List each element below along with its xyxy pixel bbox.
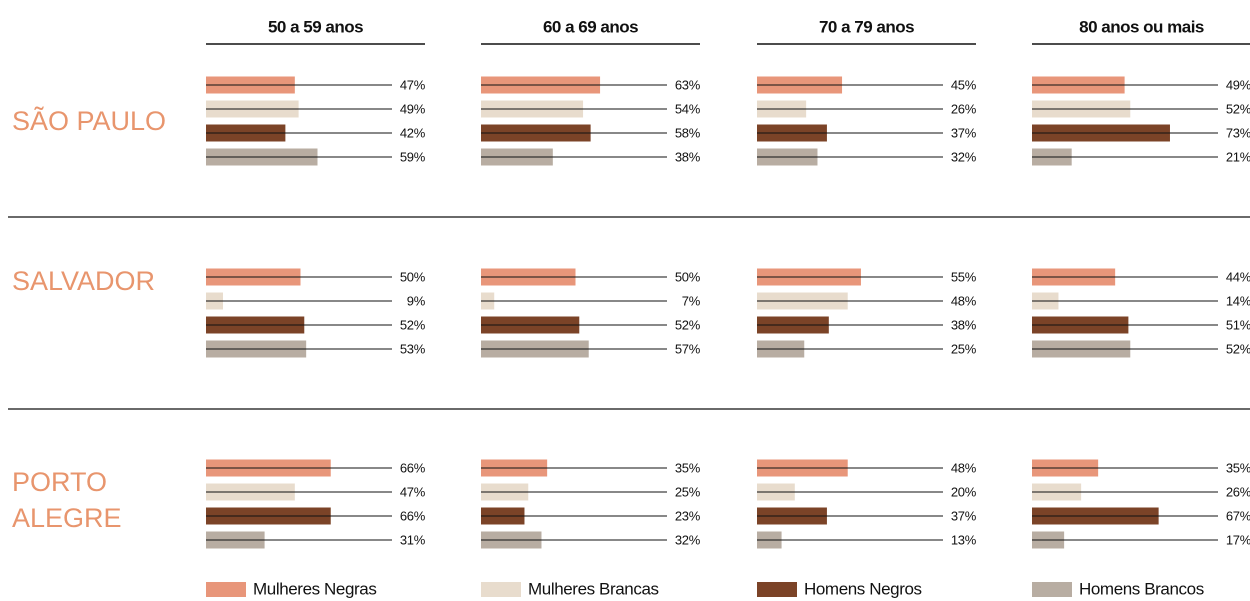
value-label: 66% — [400, 460, 426, 475]
legend-swatch — [481, 582, 521, 597]
value-label: 17% — [1226, 532, 1250, 547]
legend-swatch — [757, 582, 797, 597]
value-label: 13% — [951, 532, 977, 547]
value-label: 47% — [400, 77, 426, 92]
legend-swatch — [1032, 582, 1072, 597]
value-label: 35% — [1226, 460, 1250, 475]
value-label: 21% — [1226, 149, 1250, 164]
value-label: 57% — [675, 341, 701, 356]
value-label: 32% — [951, 149, 977, 164]
value-label: 25% — [675, 484, 701, 499]
value-label: 38% — [951, 317, 977, 332]
value-label: 26% — [1226, 484, 1250, 499]
value-label: 32% — [675, 532, 701, 547]
value-label: 67% — [1226, 508, 1250, 523]
value-label: 23% — [675, 508, 701, 523]
value-label: 31% — [400, 532, 426, 547]
value-label: 52% — [400, 317, 426, 332]
value-label: 45% — [951, 77, 977, 92]
value-label: 44% — [1226, 269, 1250, 284]
value-label: 52% — [675, 317, 701, 332]
legend-swatch — [206, 582, 246, 597]
value-label: 51% — [1226, 317, 1250, 332]
column-header: 60 a 69 anos — [543, 17, 638, 36]
legend-label: Mulheres Negras — [253, 579, 376, 598]
value-label: 37% — [951, 508, 977, 523]
value-label: 42% — [400, 125, 426, 140]
value-label: 53% — [400, 341, 426, 356]
value-label: 58% — [675, 125, 701, 140]
city-label: SÃO PAULO — [12, 105, 166, 136]
city-label: SALVADOR — [12, 266, 155, 296]
value-label: 55% — [951, 269, 977, 284]
value-label: 37% — [951, 125, 977, 140]
value-label: 9% — [407, 293, 426, 308]
value-label: 52% — [1226, 341, 1250, 356]
legend-label: Mulheres Brancas — [528, 579, 659, 598]
value-label: 20% — [951, 484, 977, 499]
value-label: 59% — [400, 149, 426, 164]
value-label: 50% — [675, 269, 701, 284]
column-header: 70 a 79 anos — [819, 17, 914, 36]
value-label: 47% — [400, 484, 426, 499]
value-label: 73% — [1226, 125, 1250, 140]
city-label: PORTO ALEGRE — [12, 467, 122, 533]
value-label: 26% — [951, 101, 977, 116]
value-label: 50% — [400, 269, 426, 284]
value-label: 54% — [675, 101, 701, 116]
value-label: 48% — [951, 460, 977, 475]
value-label: 38% — [675, 149, 701, 164]
column-header: 80 anos ou mais — [1079, 17, 1204, 36]
column-header: 50 a 59 anos — [268, 17, 363, 36]
legend-label: Homens Brancos — [1079, 579, 1204, 598]
value-label: 49% — [400, 101, 426, 116]
value-label: 35% — [675, 460, 701, 475]
value-label: 63% — [675, 77, 701, 92]
value-label: 66% — [400, 508, 426, 523]
value-label: 14% — [1226, 293, 1250, 308]
value-label: 52% — [1226, 101, 1250, 116]
value-label: 49% — [1226, 77, 1250, 92]
value-label: 7% — [682, 293, 701, 308]
legend-label: Homens Negros — [804, 579, 922, 598]
value-label: 48% — [951, 293, 977, 308]
value-label: 25% — [951, 341, 977, 356]
